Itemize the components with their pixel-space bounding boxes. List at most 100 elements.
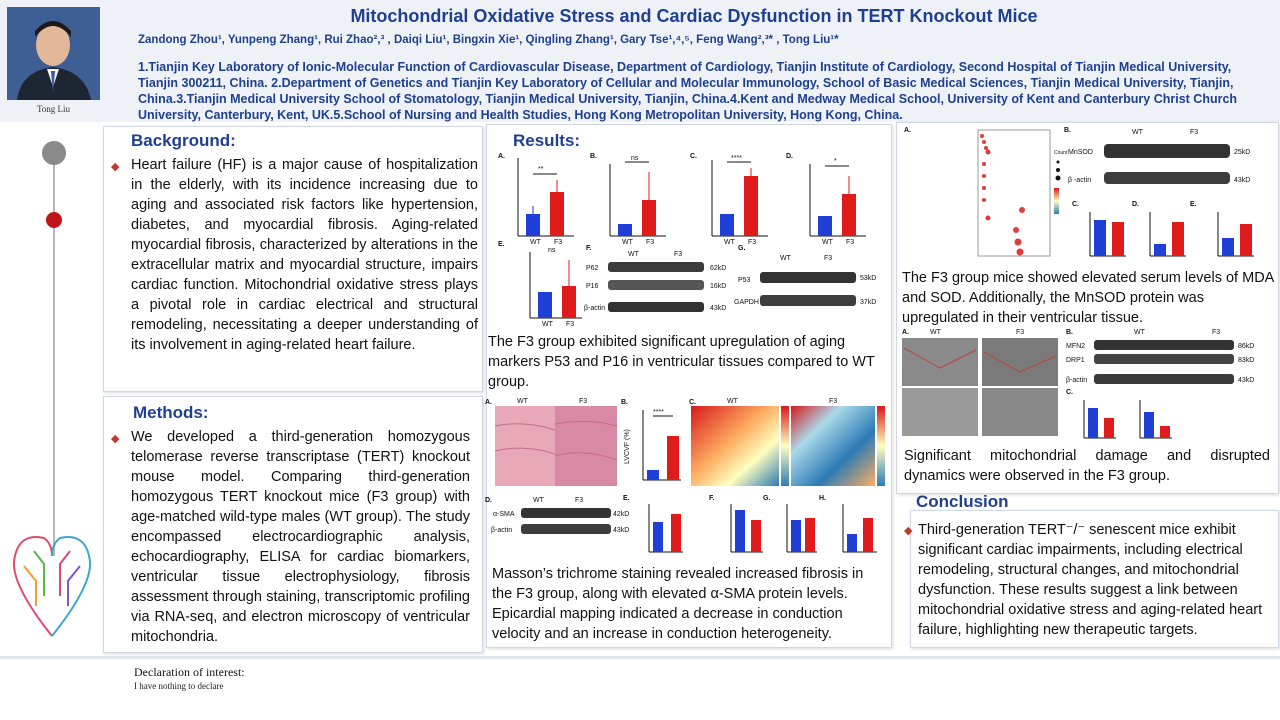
- svg-text:β-actin: β-actin: [1066, 377, 1087, 384]
- svg-text:E.: E.: [623, 495, 630, 502]
- svg-text:WT: WT: [1134, 329, 1146, 336]
- svg-text:86kD: 86kD: [1238, 343, 1254, 350]
- declaration-title: Declaration of interest:: [134, 665, 245, 679]
- activation-map-f3: [791, 406, 875, 486]
- background-text: Heart failure (HF) is a major cause of h…: [131, 157, 478, 353]
- svg-text:WT: WT: [533, 497, 545, 504]
- svg-text:*: *: [834, 158, 837, 165]
- svg-text:A.: A.: [902, 329, 909, 336]
- svg-text:GAPDH: GAPDH: [734, 299, 759, 306]
- blot-wt-label: WT: [628, 251, 640, 258]
- background-panel: [103, 126, 483, 392]
- em-wt-image: [902, 338, 978, 386]
- blot-p62-label: P62: [586, 265, 599, 272]
- panel-label-e: E.: [498, 241, 505, 248]
- svg-text:LVCVF (%): LVCVF (%): [624, 429, 631, 464]
- svg-text:F3: F3: [579, 398, 587, 405]
- background-title: Background:: [131, 131, 236, 150]
- svg-text:G.: G.: [763, 495, 770, 502]
- bar-chart-p53-mrna: **** WT F3: [711, 155, 768, 246]
- svg-text:WT: WT: [727, 398, 739, 405]
- heart-circuit-icon: [12, 536, 92, 637]
- svg-text:DRP1: DRP1: [1066, 357, 1085, 364]
- svg-text:A.: A.: [485, 399, 492, 406]
- blot-f3-label: F3: [674, 251, 682, 258]
- bar-chart-p62-protein: ns WT F3: [529, 247, 582, 328]
- bar-wt: [526, 214, 540, 236]
- svg-text:83kD: 83kD: [1238, 357, 1254, 364]
- decorative-rail: [12, 141, 92, 637]
- histology-f3-image: [555, 406, 617, 486]
- svg-text:C.: C.: [1066, 389, 1073, 396]
- affiliations: 1.Tianjin Key Laboratory of Ionic-Molecu…: [138, 60, 1238, 122]
- svg-text:WT: WT: [822, 239, 834, 246]
- gray-dot-icon: [42, 141, 66, 165]
- svg-text:F3: F3: [748, 239, 756, 246]
- svg-text:D.: D.: [485, 497, 492, 504]
- panel-label-d: D.: [786, 153, 793, 160]
- bullet-diamond-icon: ◆: [111, 161, 120, 173]
- figure-aging-markers: A. ** WT F3 B. ns WT F3 C.: [498, 153, 876, 328]
- figure-mitochondria: A. WT F3 B. WT F3 MFN2 86kD DRP1 83kD β-ac…: [902, 329, 1254, 439]
- results-caption-4: Significant mitochondrial damage and dis…: [904, 448, 1270, 484]
- svg-text:WT: WT: [1132, 129, 1144, 136]
- footer-divider: [0, 656, 1280, 659]
- svg-text:WT: WT: [517, 398, 529, 405]
- header-band: [0, 0, 1280, 122]
- svg-text:F3: F3: [829, 398, 837, 405]
- svg-text:B.: B.: [621, 399, 628, 406]
- enrichment-dotplot: [977, 129, 1051, 257]
- figure-fibrosis-mapping: A. WT F3 B. **** LVCVF (%) C. WT F3: [485, 398, 885, 553]
- svg-text:43kD: 43kD: [710, 305, 726, 312]
- svg-text:**: **: [538, 166, 544, 173]
- svg-text:H.: H.: [819, 495, 826, 502]
- svg-text:62kD: 62kD: [710, 265, 726, 272]
- svg-text:P53: P53: [738, 277, 751, 284]
- svg-text:C.: C.: [689, 399, 696, 406]
- declaration-text: I have nothing to declare: [134, 681, 224, 691]
- photo-caption: Tong Liu: [36, 104, 71, 114]
- blot-p16-label: P16: [586, 283, 599, 290]
- svg-text:A.: A.: [904, 127, 911, 134]
- svg-text:43kD: 43kD: [1234, 177, 1250, 184]
- svg-text:F3: F3: [646, 239, 654, 246]
- svg-text:D.: D.: [1132, 201, 1139, 208]
- histology-wt-image: [495, 406, 555, 486]
- svg-text:B.: B.: [1066, 329, 1073, 336]
- results-caption-1: The F3 group exhibited significant upreg…: [488, 334, 875, 390]
- svg-text:43kD: 43kD: [613, 527, 629, 534]
- svg-text:MFN2: MFN2: [1066, 343, 1085, 350]
- svg-text:β -actin: β -actin: [1068, 177, 1091, 184]
- svg-text:25kD: 25kD: [1234, 149, 1250, 156]
- results-title: Results:: [513, 131, 581, 150]
- svg-text:α-SMA: α-SMA: [493, 511, 515, 518]
- svg-text:F3: F3: [1016, 329, 1024, 336]
- svg-text:C.: C.: [1072, 201, 1079, 208]
- poster-title: Mitochondrial Oxidative Stress and Cardi…: [350, 6, 1038, 26]
- svg-text:F3: F3: [1212, 329, 1220, 336]
- bar-chart-p16-mrna: ns WT F3: [609, 155, 666, 246]
- blot-bactin-label: β-actin: [584, 305, 605, 312]
- svg-text:53kD: 53kD: [860, 275, 876, 282]
- svg-text:Count: Count: [1054, 150, 1068, 156]
- svg-text:43kD: 43kD: [1238, 377, 1254, 384]
- svg-text:16kD: 16kD: [710, 283, 726, 290]
- activation-map-wt: [691, 406, 779, 486]
- results-caption-2: Masson’s trichrome staining revealed inc…: [492, 566, 864, 642]
- red-dot-icon: [46, 212, 62, 228]
- svg-text:F3: F3: [575, 497, 583, 504]
- panel-label-b: B.: [590, 153, 597, 160]
- bullet-diamond-icon: ◆: [904, 525, 913, 537]
- svg-text:F3: F3: [554, 239, 562, 246]
- svg-text:ns: ns: [548, 247, 556, 254]
- panel-label-g: G.: [738, 245, 745, 252]
- svg-text:WT: WT: [780, 255, 792, 262]
- svg-text:WT: WT: [724, 239, 736, 246]
- panel-label-f: F.: [586, 245, 592, 252]
- svg-text:ns: ns: [631, 155, 639, 162]
- svg-text:E.: E.: [1190, 201, 1197, 208]
- svg-text:****: ****: [653, 409, 664, 416]
- svg-text:WT: WT: [542, 321, 554, 328]
- svg-text:****: ****: [731, 155, 742, 162]
- svg-text:F.: F.: [709, 495, 715, 502]
